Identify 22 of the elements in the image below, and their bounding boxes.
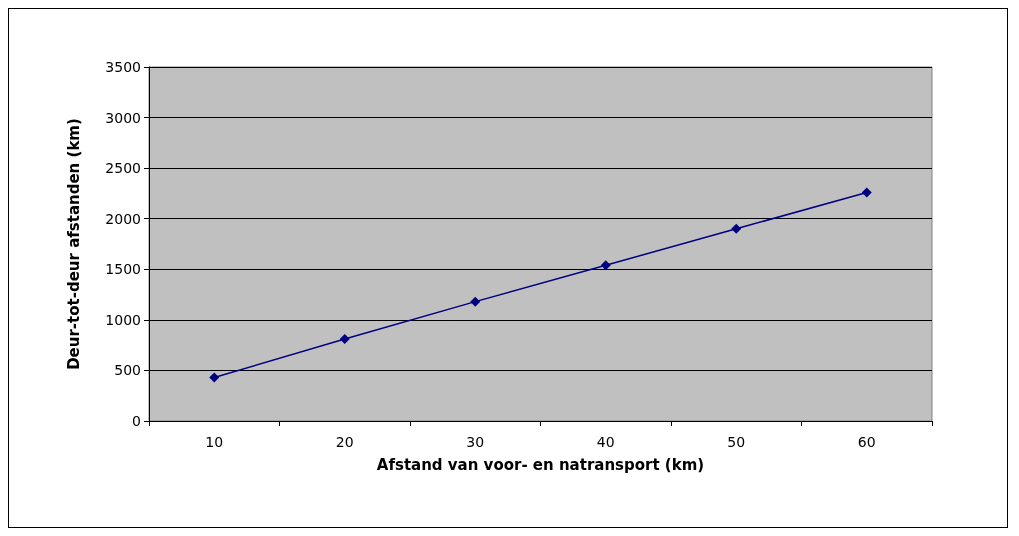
y-tick-label: 2500	[105, 160, 141, 177]
point	[861, 187, 872, 198]
x-axis-title: Afstand van voor- en natransport (km)	[376, 455, 705, 474]
x-tick-label: 10	[205, 434, 224, 450]
point	[600, 260, 611, 271]
y-tick-label: 3500	[105, 59, 141, 75]
point	[731, 223, 742, 234]
x-tick-label: 40	[596, 434, 615, 450]
x-tick-label: 30	[466, 434, 485, 450]
point	[209, 372, 220, 383]
y-tick-label: 2000	[105, 210, 141, 227]
y-tick-label: 1000	[105, 311, 141, 328]
x-tick-label: 60	[857, 434, 876, 450]
x-tick-label: 50	[727, 434, 746, 450]
point	[470, 296, 481, 307]
y-tick-label: 0	[132, 413, 141, 429]
point	[339, 334, 350, 345]
x-tick-label: 20	[335, 434, 354, 450]
y-tick-label: 500	[114, 362, 141, 379]
y-tick-label: 3000	[105, 109, 141, 126]
y-tick-label: 1500	[105, 261, 141, 278]
y-axis-title: Deur-tot-deur afstanden (km)	[64, 118, 83, 370]
